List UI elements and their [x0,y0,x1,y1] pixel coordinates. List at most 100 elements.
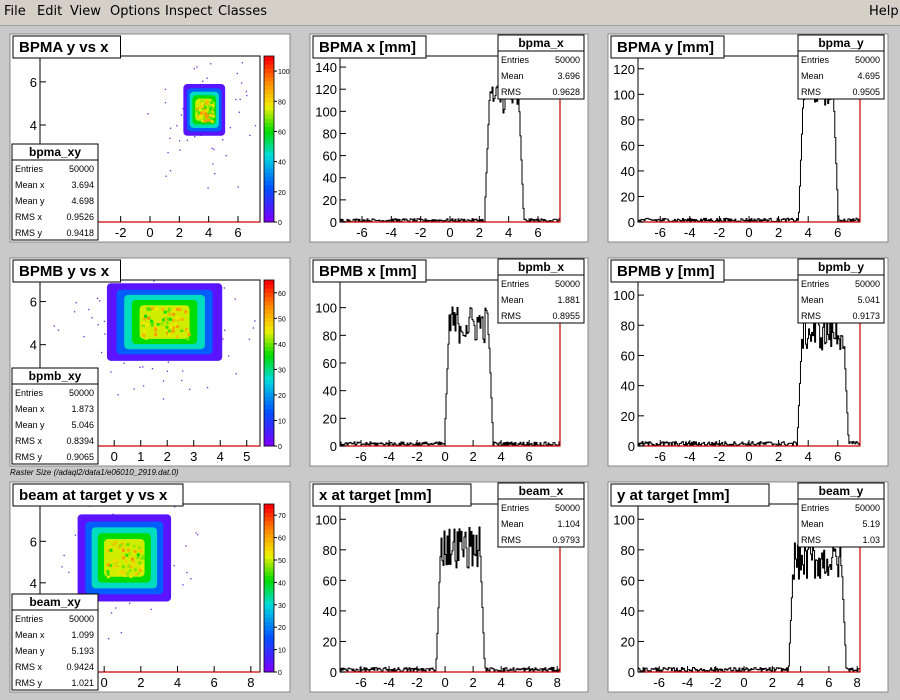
x-tick-label: -6 [654,449,666,464]
plot-title: y at target [mm] [617,487,730,504]
scatter-point [142,366,144,368]
density-cell [180,317,184,321]
palette-cell [264,371,274,376]
palette-cell [264,541,274,547]
stats-value: 0.8394 [66,436,94,446]
palette-cell [264,114,274,119]
y-tick-label: 20 [621,189,635,204]
palette-cell [264,441,274,447]
density-ring [139,305,190,339]
palette-cell [264,184,274,190]
menu-inspect[interactable]: Inspect [165,4,213,19]
stats-label: RMS [801,535,821,545]
stats-label: Mean [501,295,524,305]
palette-cell [264,317,274,322]
density-cell [137,548,141,552]
density-cell [113,546,117,550]
y-tick-label: 100 [315,512,337,527]
stats-label: Entries [501,279,530,289]
density-cell [141,566,145,570]
density-cell [150,321,154,325]
stats-title: bpmb_y [818,260,864,274]
density-cell [176,307,180,311]
density-cell [128,551,132,555]
scatter-point [173,564,175,567]
x-tick-label: 2 [775,449,782,464]
palette-cell [264,147,274,152]
density-cell [163,310,167,314]
density-cell [161,307,165,311]
palette-cell [264,663,274,669]
density-cell [138,561,142,565]
density-cell [122,546,126,550]
scatter-point [169,127,172,129]
scatter-point [254,125,257,127]
density-cell [157,320,161,324]
palette-cell [264,309,274,314]
density-cell [129,565,133,569]
stats-value: 1.104 [557,519,580,529]
density-cell [171,326,175,330]
menu-edit[interactable]: Edit [37,4,63,19]
palette-cell [264,609,274,614]
stats-label: RMS y [15,678,43,688]
menu-help[interactable]: Help [869,4,899,19]
density-cell [205,112,209,116]
y-tick-label: 6 [30,75,37,90]
x-tick-label: 6 [834,449,841,464]
palette-cell [264,151,274,157]
scatter-point [206,386,209,389]
palette-cell [264,579,274,585]
palette-cell [264,630,274,635]
title-box [610,483,770,507]
stats-value: 0.9424 [66,662,94,672]
scatter-point [91,317,93,319]
density-cell [123,574,127,578]
scatter-point [99,300,101,302]
y-tick-label: 60 [323,573,337,588]
stats-box: bpmb_xy Entries 50000 Mean x 1.873 Mean y 5.04… [11,367,99,465]
palette-tick-label: 50 [278,316,286,323]
menu-view[interactable]: View [70,4,101,19]
x-tick-label: -6 [356,225,368,240]
palette-cell [264,520,274,526]
palette-cell [264,383,274,389]
density-cell [201,104,205,108]
scatter-point [104,333,106,335]
density-cell [168,312,172,316]
scatter-point [189,388,191,391]
x-tick-label: 6 [234,225,241,240]
scatter-point [181,379,183,382]
raster-caption: Raster Size (/adaql2/data1/e06010_2919.d… [10,468,179,477]
stats-label: Mean x [15,404,45,414]
density-cell [121,565,125,569]
stats-value: 3.696 [557,71,580,81]
density-cell [197,111,201,115]
density-cell [146,309,150,313]
menu-classes[interactable]: Classes [218,4,267,19]
density-cell [203,111,207,115]
y-tick-label: 0 [628,665,635,680]
density-cell [161,318,165,322]
x-tick-label: 2 [476,225,483,240]
palette-cell [264,562,274,568]
y-tick-label: 0 [330,665,337,680]
menu-file[interactable]: File [4,4,26,19]
menu-options[interactable]: Options [110,4,161,19]
palette-cell [264,504,274,509]
scatter-point [182,108,184,110]
scatter-point [180,114,183,116]
scatter-point [103,320,106,323]
palette-cell [264,122,274,128]
scatter-point [196,66,198,68]
y-tick-label: 20 [323,634,337,649]
scatter-point [212,163,214,165]
scatter-point [169,137,171,139]
y-tick-label: 40 [323,171,337,186]
density-cell [211,111,215,115]
density-cell [198,114,202,118]
stats-label: Entries [801,503,830,513]
stats-value: 1.099 [71,630,94,640]
x-tick-label: -4 [383,449,395,464]
